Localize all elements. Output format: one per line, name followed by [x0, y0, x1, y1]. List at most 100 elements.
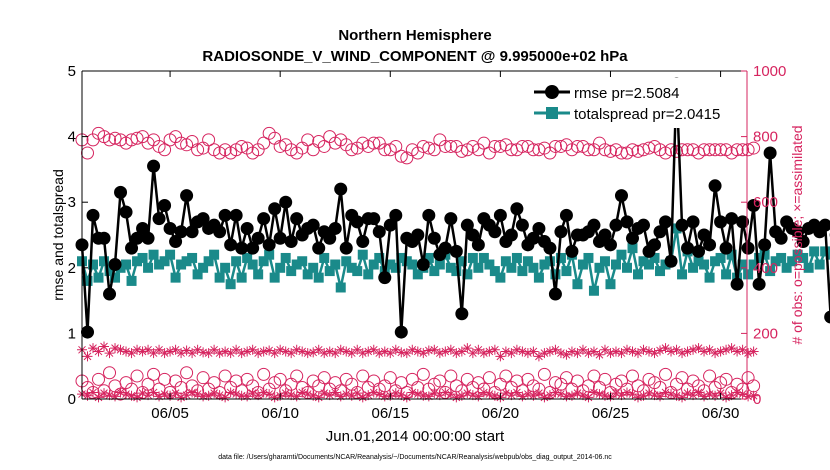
totalspread-marker	[693, 256, 704, 267]
assimilated_low-marker	[429, 388, 440, 399]
rmse-marker	[637, 218, 651, 232]
totalspread-marker	[187, 252, 198, 263]
totalspread-marker	[368, 259, 379, 270]
totalspread-marker	[787, 256, 798, 267]
possible_low-marker	[273, 372, 287, 386]
possible-marker	[257, 136, 271, 150]
assimilated-marker	[429, 344, 440, 355]
assimilated-marker	[495, 351, 506, 362]
rmse-marker	[224, 238, 238, 252]
assimilated-marker	[500, 346, 511, 357]
assimilated_low-marker	[192, 389, 203, 400]
possible_low-marker	[180, 366, 194, 380]
rmse-marker	[692, 244, 706, 258]
rmse-marker	[648, 238, 662, 252]
legend-rmse-marker	[545, 85, 559, 99]
possible-marker	[130, 131, 144, 145]
totalspread-marker	[726, 249, 737, 260]
assimilated-marker	[302, 348, 313, 359]
rmse-marker	[262, 238, 276, 252]
chart-title-line2: RADIOSONDE_V_WIND_COMPONENT @ 9.995000e+…	[202, 48, 628, 65]
assimilated_low-marker	[588, 387, 599, 398]
rmse-marker	[246, 241, 260, 255]
assimilated-marker	[374, 348, 385, 359]
assimilated-marker	[506, 348, 517, 359]
possible_low-marker	[147, 367, 161, 381]
totalspread-marker	[710, 256, 721, 267]
rmse-marker	[185, 225, 199, 239]
assimilated-marker	[280, 346, 291, 357]
rmse-marker	[229, 208, 243, 222]
possible-marker	[548, 139, 562, 153]
totalspread-marker	[302, 269, 313, 280]
assimilated_low-marker	[368, 387, 379, 398]
totalspread-marker	[599, 256, 610, 267]
possible_low-marker	[625, 369, 639, 383]
totalspread-marker	[374, 252, 385, 263]
assimilated_low-marker	[633, 392, 644, 403]
assimilated-marker	[462, 343, 473, 354]
possible-marker	[736, 143, 750, 157]
totalspread-marker	[533, 272, 544, 283]
possible-marker	[747, 141, 761, 155]
possible-marker	[108, 131, 122, 145]
assimilated_low-marker	[456, 390, 467, 401]
assimilated_low-marker	[506, 390, 517, 401]
assimilated-marker	[308, 347, 319, 358]
totalspread-marker	[550, 269, 561, 280]
assimilated-marker	[621, 344, 632, 355]
totalspread-marker	[330, 259, 341, 270]
assimilated_low-marker	[148, 387, 159, 398]
rmse-marker	[251, 231, 265, 245]
totalspread-marker	[506, 262, 517, 273]
assimilated_low-marker	[726, 390, 737, 401]
totalspread-marker	[759, 249, 770, 260]
rmse-marker	[81, 325, 95, 339]
assimilated-marker	[324, 346, 335, 357]
totalspread-marker	[699, 259, 710, 270]
assimilated-marker	[715, 346, 726, 357]
totalspread-marker	[126, 275, 137, 286]
assimilated_low-marker	[467, 390, 478, 401]
rmse-marker	[598, 228, 612, 242]
assimilated_low-marker	[451, 392, 462, 403]
possible-marker	[345, 143, 359, 157]
totalspread-marker	[319, 252, 330, 263]
totalspread-marker	[396, 252, 407, 263]
rmse-marker	[603, 238, 617, 252]
y-axis-left-label: rmse and totalspread	[50, 169, 66, 301]
rmse-marker	[235, 241, 249, 255]
totalspread-marker	[528, 262, 539, 273]
totalspread-marker	[688, 262, 699, 273]
rmse-marker	[147, 159, 161, 173]
possible-marker	[675, 143, 689, 157]
assimilated_low-marker	[407, 387, 418, 398]
assimilated_low-marker	[610, 388, 621, 399]
totalspread-marker	[275, 262, 286, 273]
rmse-marker	[752, 277, 766, 291]
totalspread-marker	[132, 256, 143, 267]
assimilated_low-marker	[220, 392, 231, 403]
possible-marker	[697, 143, 711, 157]
assimilated-marker	[385, 348, 396, 359]
assimilated-marker	[699, 346, 710, 357]
totalspread-marker	[616, 249, 627, 260]
totalspread-marker	[385, 259, 396, 270]
totalspread-marker	[198, 262, 209, 273]
totalspread-marker	[203, 256, 214, 267]
assimilated_low-marker	[671, 390, 682, 401]
assimilated-marker	[253, 348, 264, 359]
possible-marker	[664, 143, 678, 157]
possible-marker	[741, 143, 755, 157]
totalspread-marker	[159, 256, 170, 267]
assimilated-marker	[688, 344, 699, 355]
assimilated-marker	[269, 348, 280, 359]
assimilated-marker	[605, 348, 616, 359]
totalspread-marker	[352, 266, 363, 277]
totalspread-marker	[770, 256, 781, 267]
assimilated-marker	[379, 346, 390, 357]
assimilated-marker	[550, 344, 561, 355]
totalspread-marker	[737, 259, 748, 270]
assimilated_low-marker	[489, 390, 500, 401]
